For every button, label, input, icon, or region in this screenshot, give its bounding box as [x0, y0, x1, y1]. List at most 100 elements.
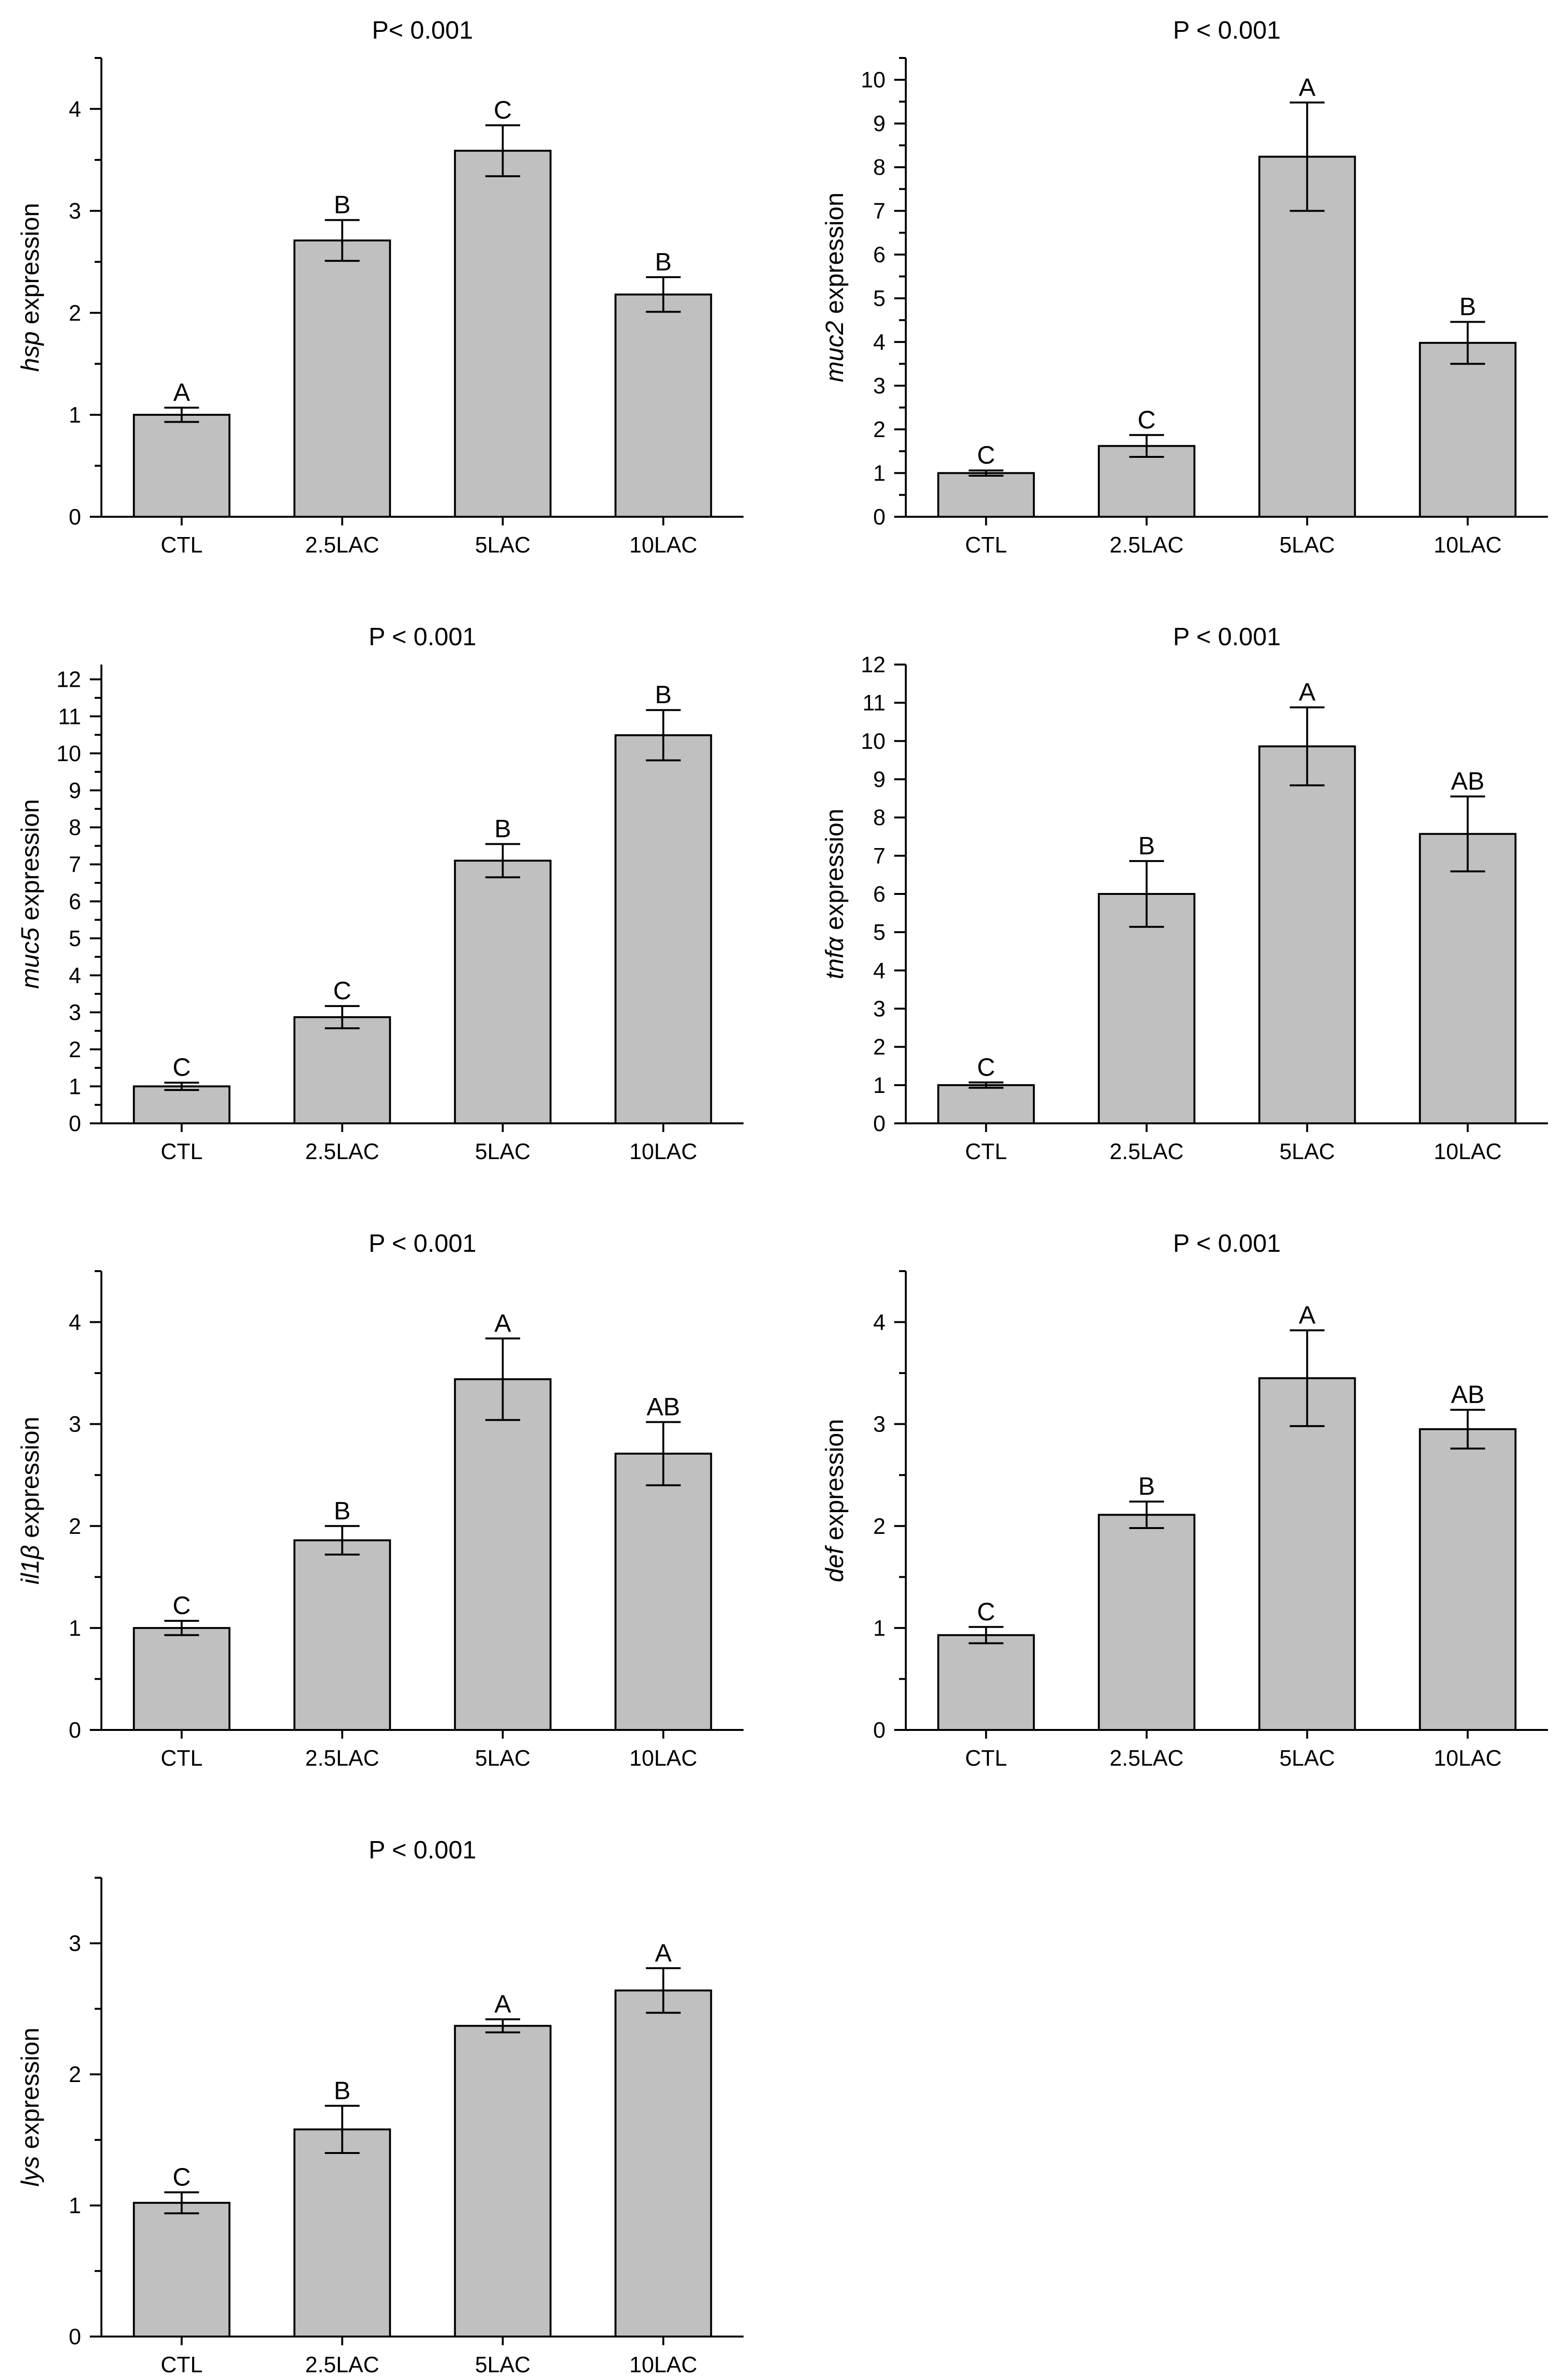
x-tick-label: CTL: [965, 532, 1007, 557]
y-tick-label: 12: [56, 667, 81, 692]
x-tick-label: 5LAC: [1280, 532, 1335, 557]
chart-panel-2: P < 0.001 0 1 2 3 4 5 6 7 8 9 10 muc2 expression C CTL…: [821, 16, 1548, 557]
x-tick-label: CTL: [161, 1139, 203, 1164]
y-tick-label: 7: [873, 843, 886, 868]
y-tick-label: 3: [69, 1412, 81, 1437]
y-axis-label: tnfα expression: [821, 808, 849, 979]
x-tick-label: 5LAC: [475, 1745, 531, 1771]
y-tick-label: 9: [873, 111, 886, 136]
x-tick-label: 2.5LAC: [305, 1139, 379, 1164]
chart-title: P < 0.001: [1173, 1230, 1280, 1258]
y-tick-label: 7: [69, 852, 81, 877]
significance-letter: C: [977, 1598, 995, 1626]
y-axis-label-text: expression: [821, 1419, 849, 1547]
bar: [937, 1634, 1035, 1731]
chart-panel-1: P< 0.001 0 1 2 3 4 hsp expression A CTL B 2.5LAC C 5…: [16, 16, 744, 557]
y-tick-label: 7: [873, 198, 886, 224]
y-tick-label: 2: [69, 1037, 81, 1062]
y-tick-label: 3: [69, 1931, 81, 1956]
x-tick-label: 5LAC: [475, 532, 531, 557]
significance-letter: B: [1138, 1473, 1155, 1501]
y-tick-label: 1: [69, 1615, 81, 1641]
chart-panel-7: P < 0.001 0 1 2 3 lys expression C CTL B 2.5LAC A 5…: [16, 1836, 744, 2377]
x-tick-label: CTL: [161, 1745, 203, 1771]
y-tick-label: 11: [58, 704, 81, 729]
y-tick-label: 0: [873, 1717, 886, 1742]
y-tick-label: 3: [873, 373, 886, 398]
bar: [614, 1989, 712, 2338]
y-tick-label: 3: [873, 996, 886, 1021]
y-axis-label-text: expression: [821, 192, 849, 321]
chart-panel-6: P < 0.001 0 1 2 3 4 def expression C CTL B 2.5LAC A…: [821, 1230, 1548, 1771]
y-tick-label: 4: [873, 1310, 886, 1335]
significance-letter: A: [494, 1990, 511, 2018]
y-tick-label: 5: [69, 926, 81, 951]
significance-letter: A: [173, 379, 190, 407]
significance-letter: AB: [647, 1393, 680, 1421]
x-tick-label: 10LAC: [1434, 1745, 1502, 1771]
x-tick-label: 2.5LAC: [1110, 1745, 1183, 1771]
y-tick-label: 1: [69, 2193, 81, 2218]
x-tick-label: 5LAC: [475, 2352, 531, 2377]
y-axis-label-text: expression: [821, 808, 849, 937]
y-tick-label: 4: [69, 1310, 81, 1335]
bar: [293, 2128, 391, 2338]
y-tick-label: 4: [69, 97, 81, 122]
significance-letter: B: [655, 248, 672, 276]
y-tick-label: 0: [873, 1111, 886, 1136]
x-tick-label: 2.5LAC: [305, 1745, 379, 1771]
y-axis-label-gene: il1β: [16, 1545, 44, 1585]
bar: [1419, 1428, 1517, 1731]
bar: [133, 413, 231, 518]
y-tick-label: 2: [69, 1514, 81, 1539]
x-tick-label: 5LAC: [475, 1139, 531, 1164]
bar: [937, 472, 1035, 518]
chart-title: P< 0.001: [372, 16, 473, 44]
y-tick-label: 5: [873, 286, 886, 311]
y-tick-label: 2: [69, 300, 81, 326]
x-tick-label: 10LAC: [629, 1139, 697, 1164]
bar: [614, 293, 712, 518]
y-tick-label: 1: [69, 402, 81, 427]
bar: [1419, 833, 1517, 1125]
significance-letter: B: [494, 815, 511, 843]
x-tick-label: 2.5LAC: [305, 2352, 379, 2377]
y-axis-label-gene: tnfα: [821, 936, 849, 979]
significance-letter: B: [334, 2077, 351, 2105]
x-tick-label: 2.5LAC: [305, 532, 379, 557]
bar: [454, 860, 552, 1124]
y-tick-label: 0: [69, 1717, 81, 1742]
y-tick-label: 4: [873, 958, 886, 983]
significance-letter: C: [1138, 406, 1156, 434]
chart-title: P < 0.001: [368, 1836, 476, 1864]
y-tick-label: 0: [69, 1111, 81, 1136]
y-tick-label: 8: [873, 805, 886, 830]
y-tick-label: 9: [69, 778, 81, 803]
x-tick-label: 2.5LAC: [1110, 1139, 1183, 1164]
y-axis-label-gene: lys: [16, 2156, 44, 2187]
y-axis-label-gene: hsp: [16, 331, 44, 372]
y-tick-label: 9: [873, 767, 886, 792]
y-axis-label: lys expression: [16, 2027, 44, 2186]
bar: [454, 2025, 552, 2338]
x-tick-label: 5LAC: [1280, 1745, 1335, 1771]
bar: [133, 1085, 231, 1125]
y-tick-label: 0: [69, 2324, 81, 2349]
significance-letter: B: [1459, 293, 1476, 321]
x-tick-label: CTL: [965, 1745, 1007, 1771]
significance-letter: A: [655, 1939, 672, 1967]
y-tick-label: 2: [873, 417, 886, 442]
y-tick-label: 10: [56, 741, 81, 766]
x-tick-label: 2.5LAC: [1110, 532, 1183, 557]
y-axis-label-text: expression: [16, 1417, 44, 1545]
bar: [1419, 341, 1517, 518]
y-axis-label-gene: muc5: [16, 927, 44, 989]
y-tick-label: 0: [873, 504, 886, 529]
x-tick-label: 5LAC: [1280, 1139, 1335, 1164]
chart-title: P < 0.001: [1173, 623, 1280, 651]
y-tick-label: 6: [69, 889, 81, 914]
bar: [293, 1539, 391, 1731]
bar: [614, 1452, 712, 1731]
